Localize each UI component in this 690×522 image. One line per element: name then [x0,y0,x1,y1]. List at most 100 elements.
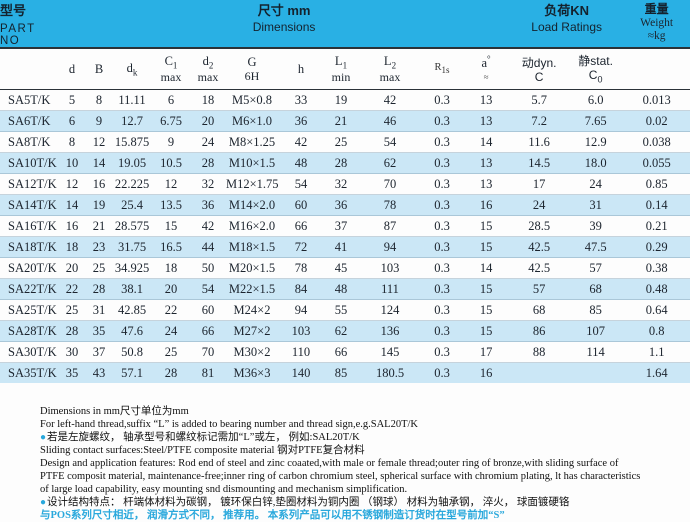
value-cell: 35 [92,323,106,338]
table-row: SA10T/K 10 14 19.05 10.5 28 M10×1.5 48 28 62 0.3 13… [0,152,690,174]
value-cell: 0.64 [645,302,668,317]
footer-note-text: Sliding contact surfaces:Steel/PTFE comp… [40,445,365,456]
value-cell: M27×2 [233,323,271,338]
value-cell: 31 [92,302,106,317]
value-cell: 72 [294,239,308,254]
value-cell: 19 [334,92,348,107]
value-cell: 68 [589,281,602,296]
value-cell: 30 [65,344,79,359]
value-cell: 14.5 [528,155,551,170]
value-cell: 1.64 [645,365,668,380]
column-header: B [86,48,112,90]
value-cell: 42.85 [117,302,147,317]
value-cell: 62 [383,155,397,170]
value-cell: 0.3 [434,155,450,170]
value-cell: M10×1.5 [228,155,276,170]
empty-part-header-cell [0,48,58,90]
value-cell: 14 [479,260,493,275]
value-cell: M16×2.0 [228,218,276,233]
value-cell: 0.8 [648,323,665,338]
value-cell: 0.21 [645,218,668,233]
value-cell: 66 [294,218,308,233]
title-band: 型号 PART NO 尺寸 mm Dimensions 负荷KN Load Ra… [0,0,690,49]
value-cell: 0.02 [645,113,668,128]
value-cell: 17 [479,344,493,359]
weight-unit-label: ≈kg [647,30,666,42]
column-header: dk [112,48,152,90]
value-cell: 103 [291,323,311,338]
value-cell: 12.7 [121,113,143,128]
footer-note-line: Sliding contact surfaces:Steel/PTFE comp… [40,444,690,457]
value-cell: 0.14 [645,197,668,212]
value-cell: 21 [334,113,348,128]
part-no-cell: SA5T/K [8,92,51,107]
value-cell: 28.5 [528,218,551,233]
value-cell: 68 [532,302,546,317]
value-cell: 0.3 [434,302,450,317]
footer-note-text: 若是左旋螺纹， 轴承型号和螺纹标记需加“L”或左， 例如:SAL20T/K [47,432,360,443]
table-row: SA12T/K 12 16 22.225 12 32 M12×1.75 54 32 70 0.3 13… [0,173,690,195]
value-cell: M22×1.5 [228,281,276,296]
value-cell: 45 [334,260,348,275]
weight-band-header: 重量 Weight ≈kg [623,0,690,49]
value-cell: 145 [380,344,400,359]
value-cell: 37 [92,344,106,359]
value-cell: 25 [65,302,79,317]
dimensions-label-zh: 尺寸 mm [257,3,311,18]
table-row: SA18T/K 18 23 31.75 16.5 44 M18×1.5 72 41 94 0.3 15… [0,236,690,258]
value-cell: 13 [479,113,493,128]
part-no-cell: SA22T/K [8,281,57,296]
footer-note-line: Design and application features: Rod end… [40,457,690,470]
part-no-cell: SA18T/K [8,239,57,254]
part-no-cell: SA30T/K [8,344,57,359]
part-no-band-header: 型号 PART NO [0,0,58,49]
value-cell: 24 [589,176,602,191]
value-cell: M6×1.0 [231,113,273,128]
footer-note-line: Dimensions in mm尺寸单位为mm [40,405,690,418]
value-cell: 57 [589,260,602,275]
value-cell: 0.29 [645,239,668,254]
value-cell: 66 [201,323,215,338]
part-no-label-en: PART NO [0,23,36,47]
spec-table-body: SA5T/K 5 8 11.11 6 18 M5×0.8 33 19 42 0.3 13 5.7 6.0 0… [0,90,690,383]
value-cell: 81 [201,365,215,380]
value-cell: M24×2 [233,302,271,317]
value-cell: 8 [68,134,76,149]
footer-notes: Dimensions in mm尺寸单位为mm For left-hand thr… [0,405,690,522]
table-row: SA35T/K 35 43 57.1 28 81 M36×3 140 85 180.5 0.3 16 1… [0,362,690,383]
table-row: SA20T/K 20 25 34.925 18 50 M20×1.5 78 45 103 0.3 14… [0,257,690,279]
value-cell: 11.6 [528,134,550,149]
value-cell: 0.038 [642,134,671,149]
footer-note-line: 与POS系列尺寸相近， 润滑方式不同， 推荐用。 本系列产品可以用不锈钢制造订货… [40,509,690,522]
value-cell: 6.75 [160,113,182,128]
value-cell: 0.055 [642,155,671,170]
value-cell: 54 [383,134,397,149]
column-header: L2 max [358,48,422,90]
table-row: SA30T/K 30 37 50.8 25 70 M30×2 110 66 145 0.3 17 88 1… [0,341,690,363]
value-cell: 50 [201,260,215,275]
value-cell: 16 [65,218,79,233]
value-cell: 19 [92,197,106,212]
footer-note-text: 设计结构特点： 杆端体材料为碳钢， 镀环保白锌,垫圈材料为铜内圈 （钢球） 材料… [47,497,570,508]
value-cell: 0.3 [434,134,450,149]
value-cell: 1.1 [648,344,665,359]
value-cell: 0.3 [434,344,450,359]
value-cell: 36 [201,197,215,212]
value-cell: M14×2.0 [228,197,276,212]
value-cell: 0.3 [434,239,450,254]
value-cell: 15 [479,239,493,254]
value-cell: 42.5 [528,260,551,275]
part-no-cell: SA25T/K [8,302,57,317]
value-cell: 15 [479,323,493,338]
part-no-cell: SA14T/K [8,197,57,212]
value-cell: 36 [334,197,348,212]
value-cell: 39 [589,218,602,233]
value-cell: 20 [201,113,215,128]
column-header: L1 min [324,48,358,90]
bullet-icon: ● [40,497,47,508]
footer-note-line: PTFE composit material, maintenance-free… [40,470,690,483]
value-cell: 28 [201,155,215,170]
value-cell: 0.3 [434,218,450,233]
value-cell: 18 [201,92,215,107]
